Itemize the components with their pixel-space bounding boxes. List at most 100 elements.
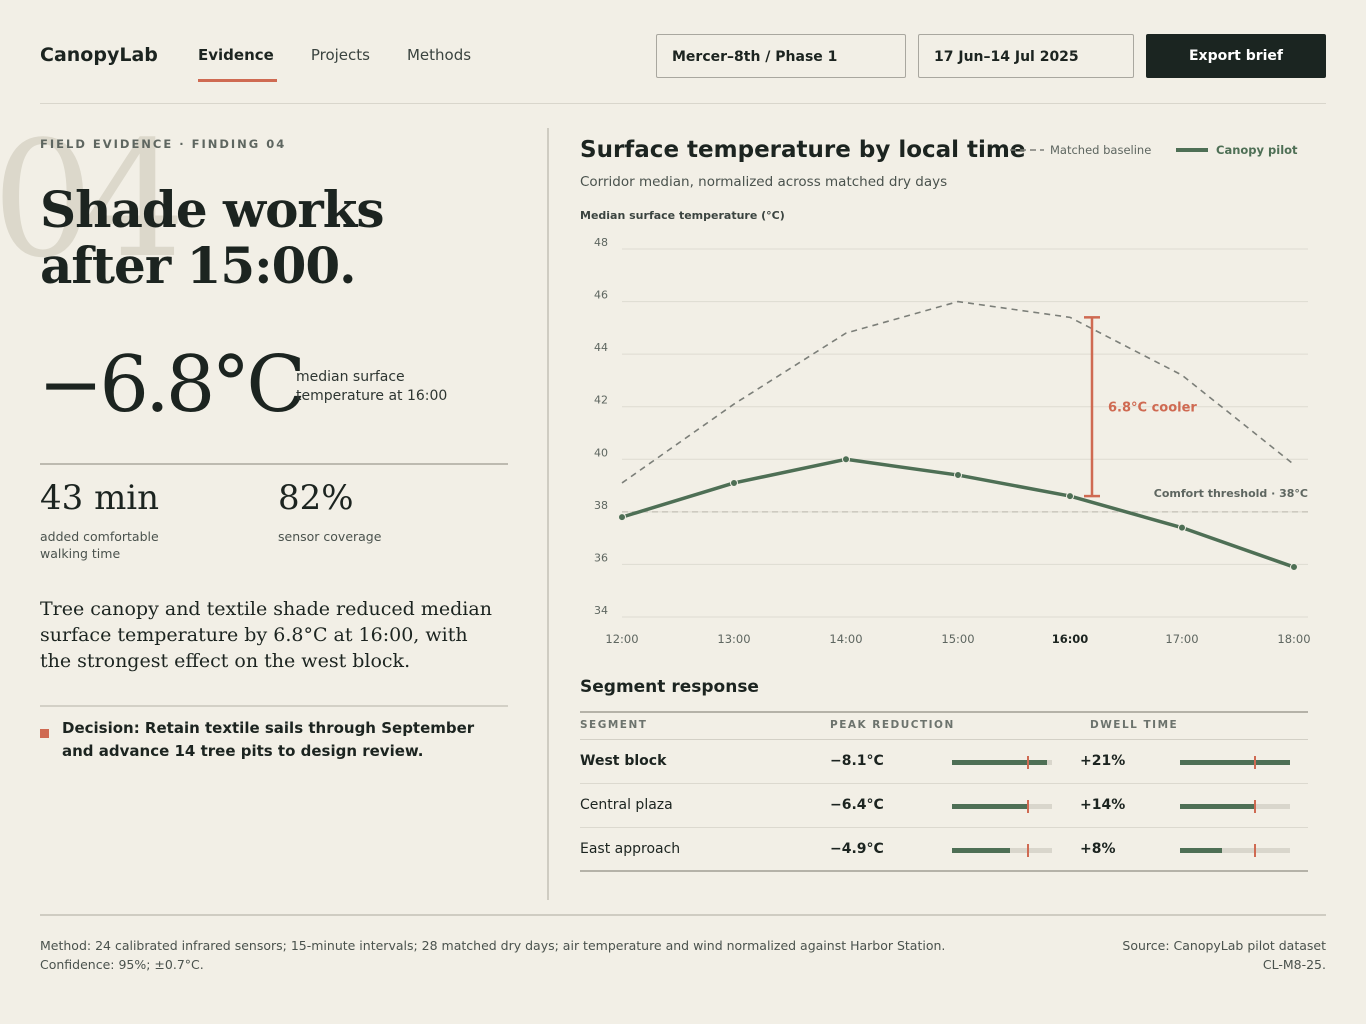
footer-divider bbox=[40, 914, 1326, 916]
column-divider bbox=[547, 128, 549, 900]
stat-walking-time: 43 min added comfortable walking time bbox=[40, 478, 170, 562]
stat-value: 82% bbox=[278, 478, 354, 518]
project-selector[interactable]: Mercer–8th / Phase 1 bbox=[656, 34, 906, 78]
bar-fill bbox=[952, 760, 1047, 765]
y-tick-label: 48 bbox=[594, 236, 608, 249]
bar-fill bbox=[1180, 848, 1222, 853]
reference-tick bbox=[1027, 756, 1029, 769]
finding-headline: Shade works after 15:00. bbox=[40, 180, 385, 295]
headline-line-2: after 15:00. bbox=[40, 236, 357, 295]
peak-reduction-value: −6.4°C bbox=[830, 797, 884, 813]
dashed-line-icon bbox=[1010, 149, 1044, 151]
data-point bbox=[1066, 492, 1074, 501]
peak-reduction-bar bbox=[952, 756, 1052, 769]
stat-sensor-coverage: 82% sensor coverage bbox=[278, 478, 408, 545]
nav-projects[interactable]: Projects bbox=[310, 46, 370, 64]
reference-tick bbox=[1254, 756, 1256, 769]
x-tick-label: 13:00 bbox=[717, 632, 750, 646]
decision-text: Decision: Retain textile sails through S… bbox=[62, 719, 475, 760]
footer-method-note: Method: 24 calibrated infrared sensors; … bbox=[40, 938, 946, 972]
data-point bbox=[842, 455, 850, 464]
data-point bbox=[954, 471, 962, 480]
legend-label: Matched baseline bbox=[1050, 143, 1152, 157]
data-point bbox=[730, 478, 738, 487]
x-tick-label: 17:00 bbox=[1165, 632, 1198, 646]
chart-title: Surface temperature by local time bbox=[580, 137, 1026, 163]
bar-fill bbox=[1180, 760, 1290, 765]
reference-tick bbox=[1027, 800, 1029, 813]
bar-fill bbox=[952, 848, 1010, 853]
dwell-time-bar bbox=[1180, 844, 1290, 857]
decision-marker-icon bbox=[40, 729, 49, 738]
segment-section-title: Segment response bbox=[580, 677, 759, 697]
table-row[interactable]: Central plaza −6.4°C +14% bbox=[580, 784, 1308, 828]
data-point bbox=[1178, 523, 1186, 532]
x-tick-label: 18:00 bbox=[1277, 632, 1310, 646]
stat-caption: added comfortable walking time bbox=[40, 529, 159, 561]
nav-methods[interactable]: Methods bbox=[406, 46, 472, 64]
data-point bbox=[618, 513, 626, 522]
main-nav: Evidence Projects Methods bbox=[198, 46, 508, 82]
divider bbox=[40, 463, 508, 465]
segment-table-header: SEGMENT PEAK REDUCTION DWELL TIME bbox=[580, 711, 1308, 740]
comfort-threshold-label: Comfort threshold · 38°C bbox=[1154, 487, 1308, 500]
reference-tick bbox=[1254, 844, 1256, 857]
finding-eyebrow: FIELD EVIDENCE · FINDING 04 bbox=[40, 137, 287, 151]
data-point bbox=[1290, 563, 1298, 572]
x-tick-label: 12:00 bbox=[605, 632, 638, 646]
reference-tick bbox=[1027, 844, 1029, 857]
peak-reduction-bar bbox=[952, 800, 1052, 813]
hero-metric-caption: median surface temperature at 16:00 bbox=[296, 369, 448, 404]
dwell-time-value: +14% bbox=[1080, 797, 1126, 813]
y-tick-label: 42 bbox=[594, 394, 608, 407]
solid-line-icon bbox=[1176, 148, 1208, 152]
difference-annotation: 6.8°C cooler bbox=[1108, 401, 1197, 416]
dwell-time-bar bbox=[1180, 800, 1290, 813]
dwell-time-value: +8% bbox=[1080, 841, 1116, 857]
brand-logo[interactable]: CanopyLab bbox=[40, 44, 158, 66]
dwell-time-value: +21% bbox=[1080, 753, 1126, 769]
finding-number-watermark: 04 bbox=[0, 106, 186, 293]
peak-reduction-bar bbox=[952, 844, 1052, 857]
header-segment: SEGMENT bbox=[580, 719, 648, 731]
header-dwell-time: DWELL TIME bbox=[1090, 719, 1179, 731]
dwell-time-bar bbox=[1180, 756, 1290, 769]
finding-summary: Tree canopy and textile shade reduced me… bbox=[40, 598, 492, 672]
y-tick-label: 44 bbox=[594, 341, 608, 354]
table-row[interactable]: East approach −4.9°C +8% bbox=[580, 828, 1308, 872]
x-tick-label: 16:00 bbox=[1052, 632, 1089, 646]
y-axis-label: Median surface temperature (°C) bbox=[580, 209, 785, 222]
segment-name: West block bbox=[580, 753, 667, 769]
series-line-baseline bbox=[621, 300, 1295, 484]
top-bar: CanopyLab Evidence Projects Methods Merc… bbox=[40, 0, 1326, 104]
legend-baseline: Matched baseline bbox=[1010, 143, 1151, 157]
stat-value: 43 min bbox=[40, 478, 160, 518]
reference-tick bbox=[1254, 800, 1256, 813]
hero-metric-value: −6.8°C bbox=[38, 340, 306, 430]
y-tick-label: 36 bbox=[594, 551, 608, 564]
bar-fill bbox=[952, 804, 1027, 809]
y-tick-label: 34 bbox=[594, 604, 608, 617]
bar-fill bbox=[1180, 804, 1254, 809]
footer-source-note: Source: CanopyLab pilot dataset CL-M8-25… bbox=[1122, 938, 1326, 972]
legend-label: Canopy pilot bbox=[1216, 143, 1298, 157]
y-tick-label: 46 bbox=[594, 289, 608, 302]
divider bbox=[40, 705, 508, 707]
legend-pilot: Canopy pilot bbox=[1176, 143, 1298, 157]
headline-line-1: Shade works bbox=[40, 180, 385, 239]
y-tick-label: 38 bbox=[594, 499, 608, 512]
nav-evidence[interactable]: Evidence bbox=[198, 46, 277, 82]
finding-panel: 04 FIELD EVIDENCE · FINDING 04 Shade wor… bbox=[0, 104, 548, 914]
chart-subtitle: Corridor median, normalized across match… bbox=[580, 174, 948, 190]
date-range-selector[interactable]: 17 Jun–14 Jul 2025 bbox=[918, 34, 1134, 78]
export-brief-button[interactable]: Export brief bbox=[1146, 34, 1326, 78]
segment-table: SEGMENT PEAK REDUCTION DWELL TIME West b… bbox=[580, 711, 1308, 872]
table-row[interactable]: West block −8.1°C +21% bbox=[580, 740, 1308, 784]
stat-caption: sensor coverage bbox=[278, 529, 382, 544]
peak-reduction-value: −8.1°C bbox=[830, 753, 884, 769]
x-tick-label: 14:00 bbox=[829, 632, 862, 646]
header-peak-reduction: PEAK REDUCTION bbox=[830, 719, 955, 731]
segment-name: Central plaza bbox=[580, 797, 673, 813]
peak-reduction-value: −4.9°C bbox=[830, 841, 884, 857]
x-tick-label: 15:00 bbox=[941, 632, 974, 646]
